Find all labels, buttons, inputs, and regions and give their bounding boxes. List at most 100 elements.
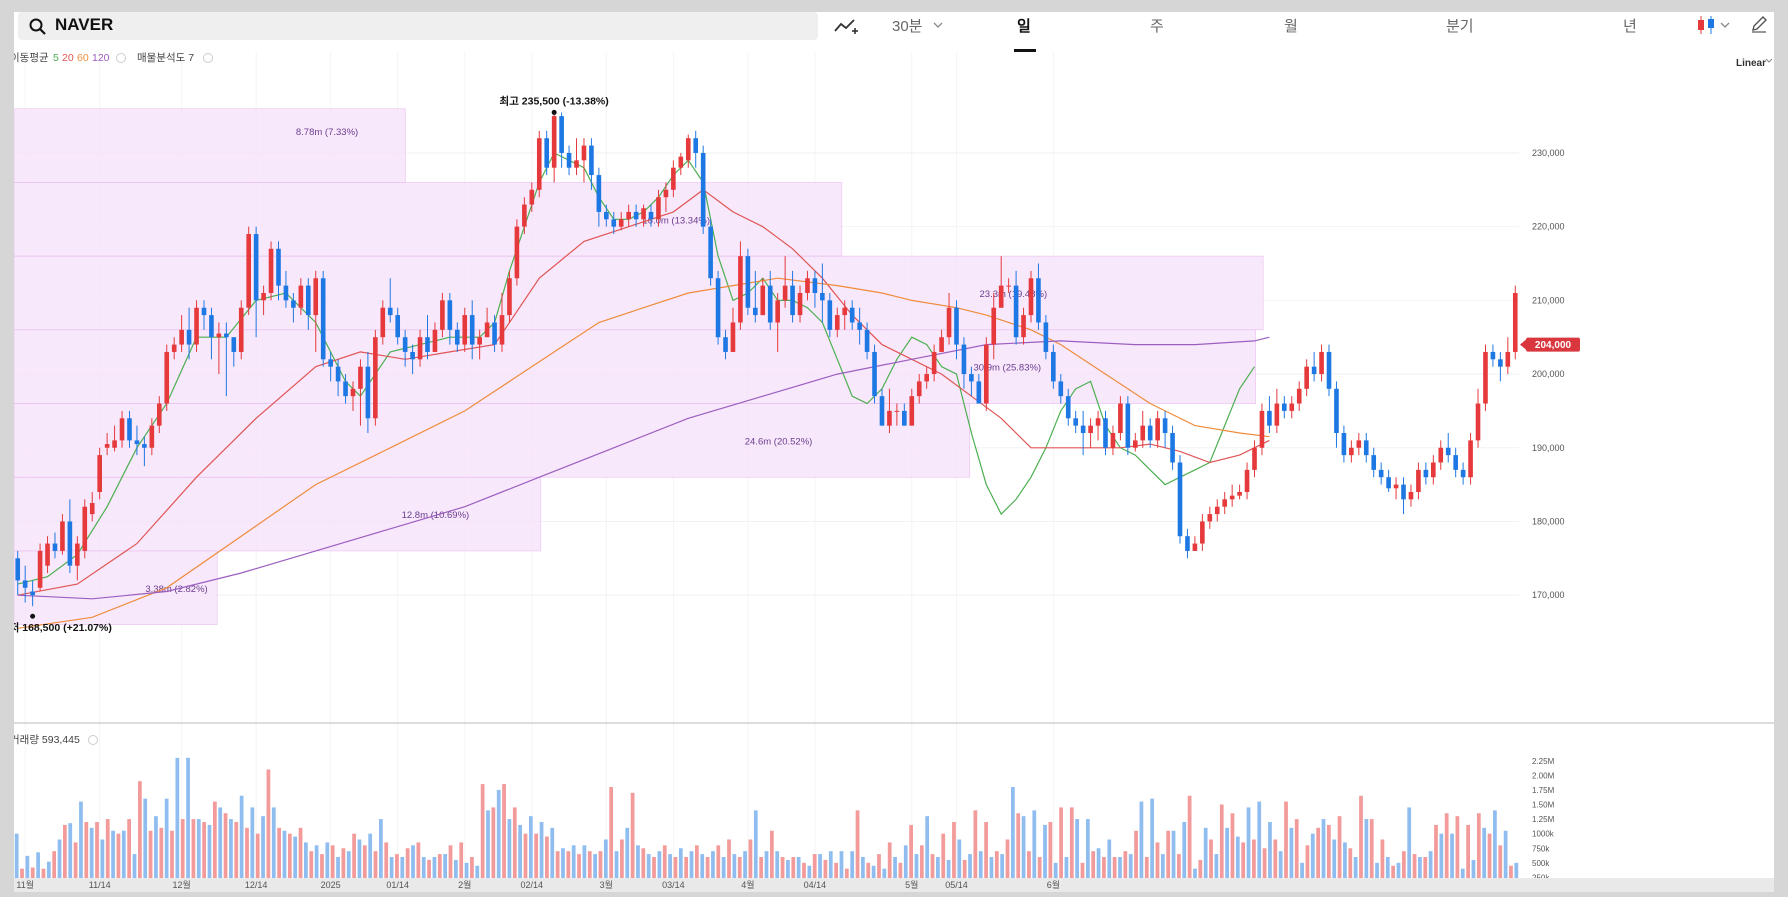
candle [1304,359,1309,397]
candle [1393,477,1399,500]
volume-bar [298,827,303,892]
volume-bar [57,839,62,892]
candle [566,145,572,176]
price-axis[interactable]: 170,000 180,000 190,000 200,000 210,000 220,0… [1532,148,1565,600]
chevron-down-icon[interactable] [1765,58,1773,63]
volume-bar [1075,819,1080,892]
volume-bar [148,830,153,892]
interval-select[interactable]: 30분 [892,18,923,35]
volume-bar [1450,833,1454,892]
candle [75,536,80,581]
volume-bar [636,845,640,892]
candle-body [693,138,699,153]
candle-body [961,344,967,375]
candle [1334,381,1339,448]
volume-bar [1160,854,1165,892]
candle [909,388,915,426]
chevron-down-icon[interactable] [1720,21,1730,29]
volume-bar [1043,824,1047,892]
tab-week[interactable]: 주 [1150,18,1164,35]
volume-bar [614,851,619,892]
search-box[interactable]: NAVER [18,12,818,40]
volume-bar [962,859,967,892]
candle-body [1013,285,1019,338]
volume-profile-bar [13,182,843,257]
close-icon[interactable] [203,53,213,63]
tab-year[interactable]: 년 [1623,18,1637,35]
pencil-icon[interactable] [1750,15,1768,33]
volume-profile-label: 24.6m (20.52%) [745,436,813,447]
chevron-down-icon[interactable] [933,21,943,29]
scale-mode-label[interactable]: Linear [1736,58,1766,69]
candle [1311,351,1317,382]
candle [1222,491,1228,515]
candle-body [1408,491,1414,500]
candle-body [1051,351,1056,382]
candle-body [149,425,155,448]
candle-body [1423,469,1429,478]
candle-body [328,359,333,367]
candle [1460,462,1466,485]
candle [1259,403,1265,456]
candle-body [678,156,684,168]
volume-bar [1118,857,1122,892]
volume-bar [1241,842,1246,892]
volume-bar [143,798,148,892]
volume-bar [352,833,356,892]
candle [775,292,780,352]
candle [857,307,862,345]
volume-bar [330,845,335,892]
candlestick-chart[interactable]: 8.78m (7.33%) 16.0m (13.34%) 23.3m (19.48%… [0,52,1774,892]
volume-bar [625,827,630,892]
chart-area: 8.78m (7.33%) 16.0m (13.34%) 23.3m (19.48%… [0,52,1774,892]
volume-bar [582,845,587,892]
volume-bar [1252,839,1256,892]
close-icon[interactable] [116,53,126,63]
candle-type-icon[interactable] [1696,15,1718,35]
candle-body [1088,425,1093,434]
high-marker [551,109,557,115]
candle-body [589,145,594,176]
volume-bar [250,807,255,892]
candle [1431,455,1436,485]
candle [112,425,117,452]
volume-bar [1016,813,1021,892]
candle-body [499,315,505,345]
candle-body [253,234,259,301]
volume-bar [384,842,389,892]
volume-bar [170,830,174,892]
search-input[interactable]: NAVER [55,15,114,34]
candle [589,138,594,190]
candle-body [417,337,423,360]
candle-body [1453,455,1458,470]
candle-body [30,591,35,596]
volume-bar [818,854,822,892]
candle-body [1431,462,1436,478]
candle-body [745,256,751,308]
candle-body [1036,278,1041,323]
volume-bar [336,857,340,892]
volume-bar [1434,824,1438,892]
candle [82,499,88,559]
tab-month[interactable]: 월 [1284,18,1298,35]
volume-bar [620,839,624,892]
volume-bar [416,842,421,892]
date-tick-label: 12/14 [245,880,268,890]
tab-quarter[interactable]: 분기 [1446,18,1474,35]
draw-tool-icon[interactable] [834,16,860,36]
volume-bar [212,801,217,892]
candle-body [902,410,907,426]
candle-body [1237,491,1242,496]
volume-bar [1353,857,1358,892]
volume-bar [293,836,298,892]
volume-bar [791,857,796,892]
candle [104,433,110,456]
volume-bar [861,857,865,892]
tab-day[interactable]: 일 [1017,18,1031,35]
volume-bar [1514,862,1519,892]
volume-bar [1428,851,1433,892]
candle-body [238,307,244,352]
close-icon[interactable] [88,735,98,745]
volume-bar [887,842,892,892]
candle [1401,477,1406,515]
